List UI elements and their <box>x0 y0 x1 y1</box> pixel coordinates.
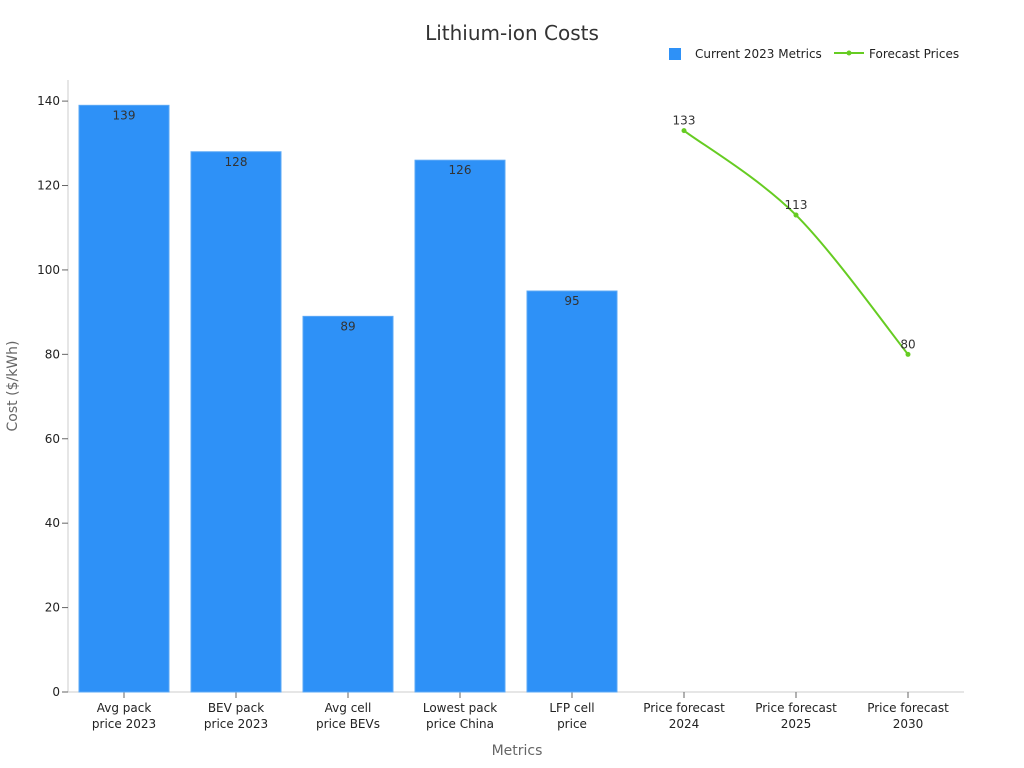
legend: Current 2023 Metrics Forecast Prices <box>669 47 959 61</box>
plot-area: 0 20 40 60 80 100 120 140 Avg pack price 2023 BEV … <box>37 80 964 731</box>
forecast-point <box>681 128 687 134</box>
bar <box>526 290 618 693</box>
forecast-point <box>905 351 911 357</box>
x-tick-label: LFP cell price <box>549 701 594 731</box>
y-tick-label: 60 <box>45 432 60 446</box>
legend-swatch-current <box>669 48 681 60</box>
bar <box>190 151 282 693</box>
x-tick-label: Lowest pack price China <box>423 701 497 731</box>
x-axis-title: Metrics <box>492 743 543 759</box>
y-tick-label: 100 <box>37 263 60 277</box>
forecast-value-label: 133 <box>673 114 696 128</box>
bar <box>414 159 506 693</box>
legend-marker-forecast <box>846 50 852 56</box>
forecast-value-label: 80 <box>900 337 915 351</box>
y-tick-label: 80 <box>45 347 60 361</box>
y-tick-label: 140 <box>37 94 60 108</box>
x-tick-label: BEV pack price 2023 <box>204 701 268 731</box>
x-tick-label: Price forecast 2025 <box>755 701 837 731</box>
bar-value-label: 89 <box>340 319 355 333</box>
bar-value-label: 128 <box>225 155 248 169</box>
x-tick-label: Avg pack price 2023 <box>92 701 156 731</box>
bar <box>302 315 394 693</box>
y-tick-label: 120 <box>37 179 60 193</box>
bar <box>78 104 170 693</box>
bar-value-label: 95 <box>564 294 579 308</box>
y-tick-label: 40 <box>45 516 60 530</box>
x-tick-label: Avg cell price BEVs <box>316 701 380 731</box>
x-tick-label: Price forecast 2024 <box>643 701 725 731</box>
forecast-value-label: 113 <box>785 198 808 212</box>
chart-title: Lithium-ion Costs <box>425 21 599 45</box>
forecast-line <box>683 129 909 355</box>
y-tick-label: 0 <box>52 685 60 699</box>
y-tick-label: 20 <box>45 601 60 615</box>
legend-label-current: Current 2023 Metrics <box>695 47 822 61</box>
legend-label-forecast: Forecast Prices <box>869 47 959 61</box>
bar-value-label: 126 <box>449 163 472 177</box>
y-axis-title: Cost ($/kWh) <box>5 341 21 432</box>
bar-value-label: 139 <box>113 108 136 122</box>
x-tick-label: Price forecast 2030 <box>867 701 949 731</box>
forecast-point <box>793 212 799 218</box>
